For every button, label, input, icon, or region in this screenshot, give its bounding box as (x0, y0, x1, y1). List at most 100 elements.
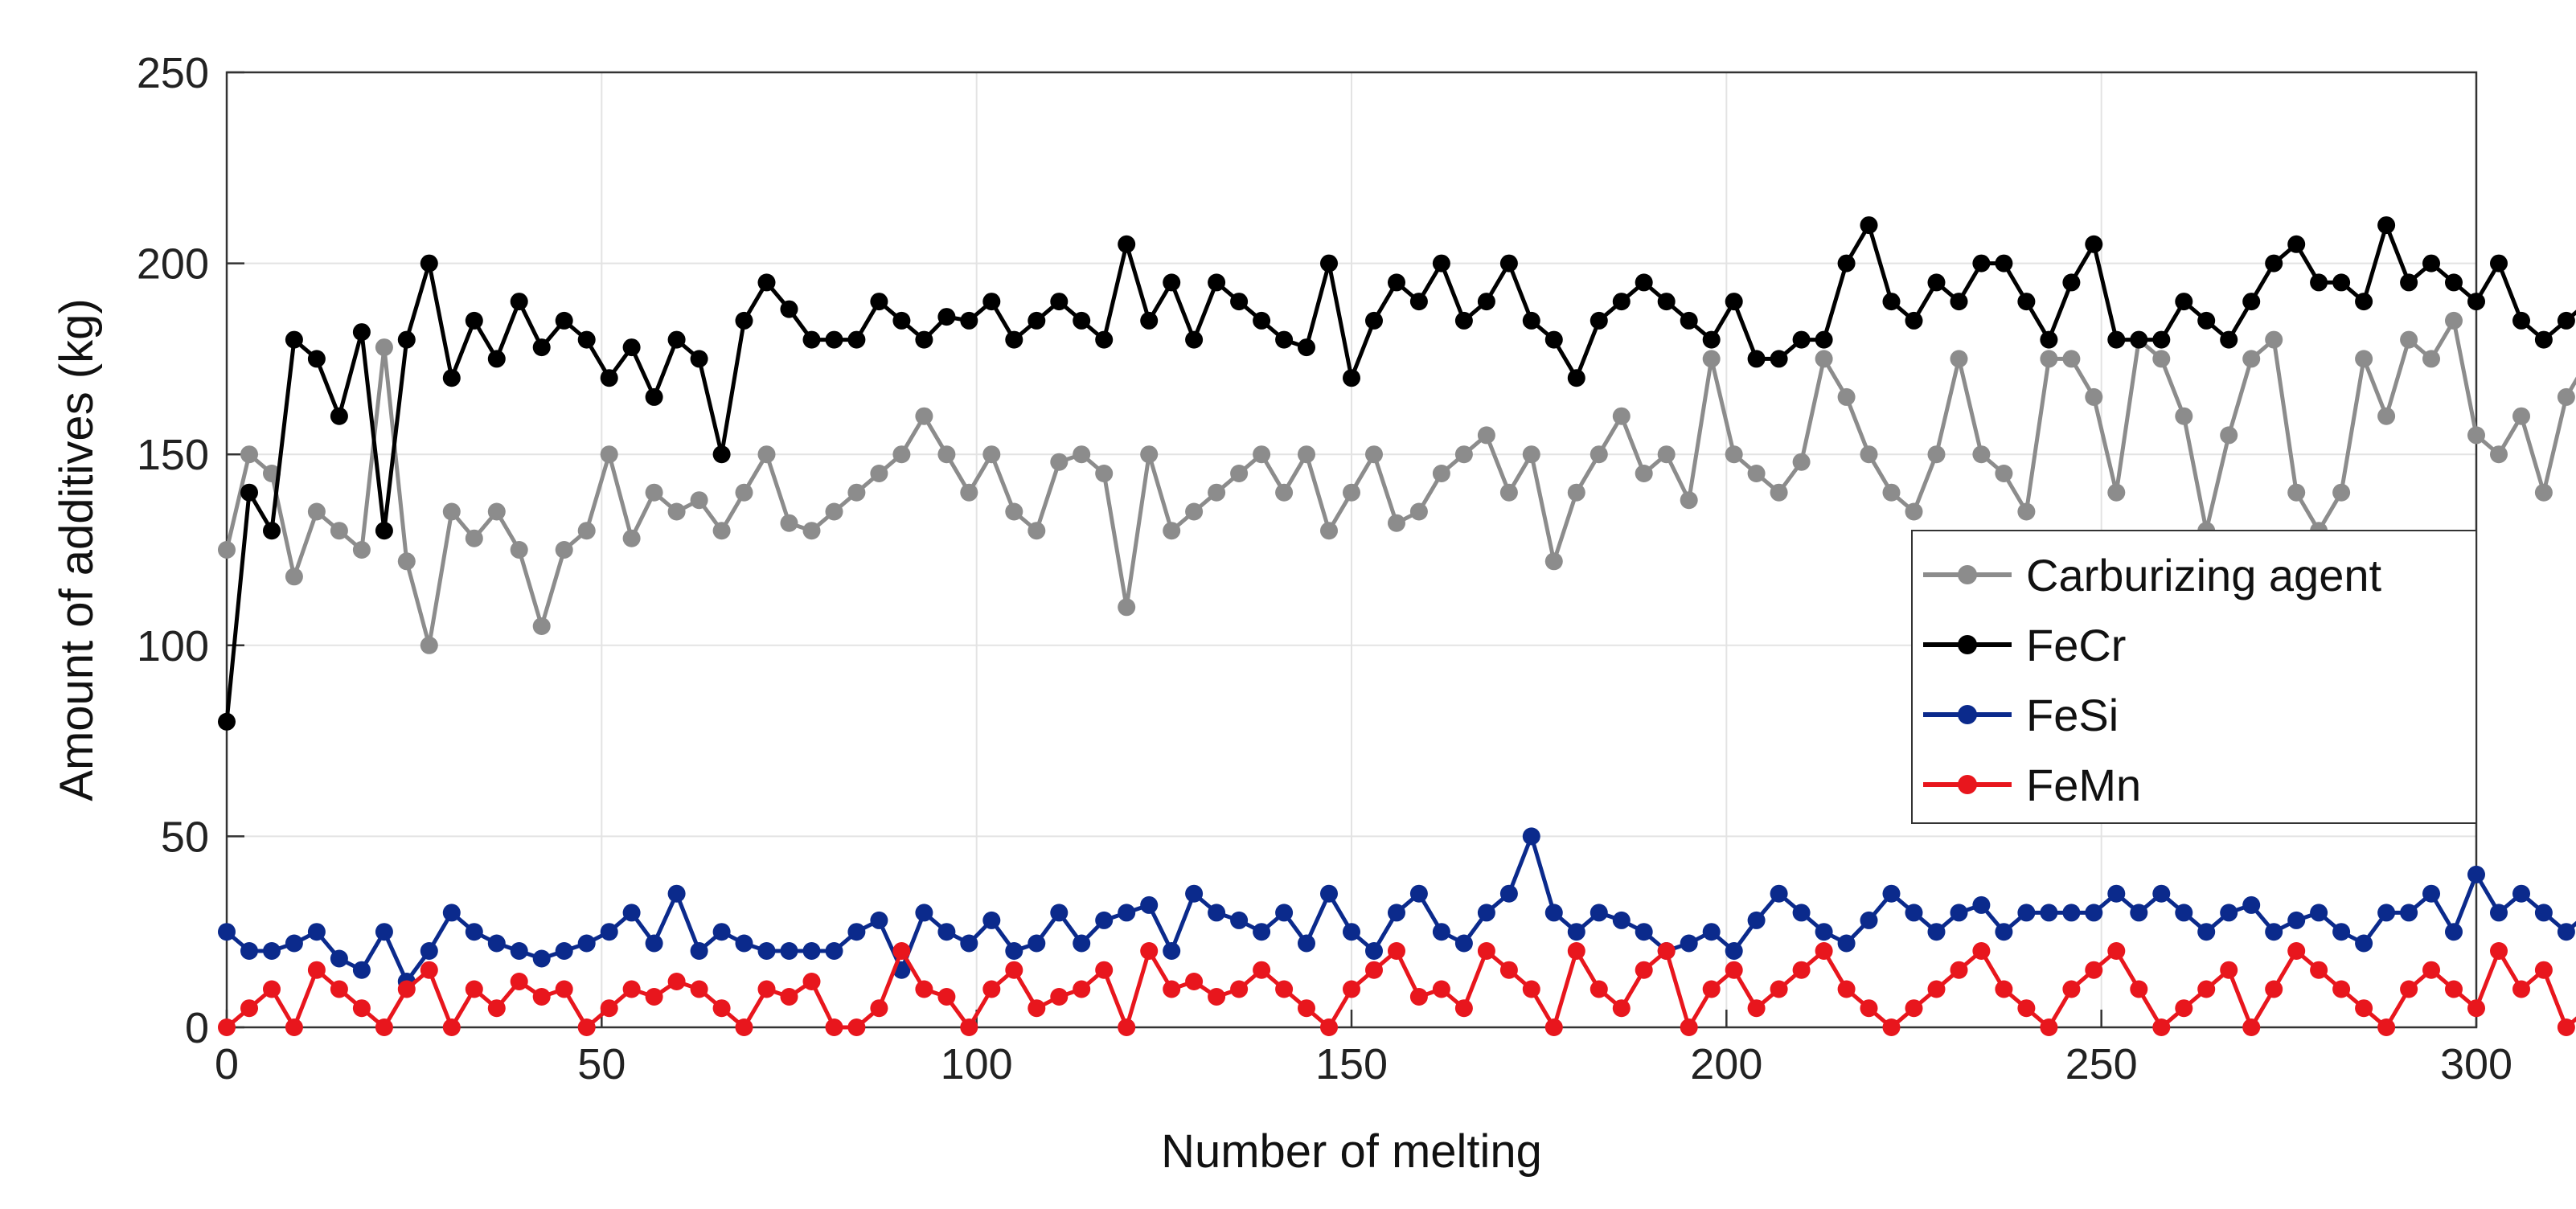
data-point-carburizing-agent (2242, 350, 2261, 368)
data-point-fesi (757, 942, 776, 960)
data-point-carburizing-agent (892, 445, 911, 464)
data-point-fecr (1792, 330, 1811, 349)
y-tick-label: 250 (137, 49, 209, 97)
data-point-fecr (2062, 273, 2081, 292)
data-point-carburizing-agent (1635, 465, 1653, 482)
data-point-fesi (465, 923, 483, 941)
data-point-carburizing-agent (420, 636, 438, 654)
data-point-fecr (2130, 330, 2148, 349)
data-point-fecr (555, 311, 573, 330)
data-point-femn (2445, 980, 2463, 998)
data-point-fesi (1118, 904, 1136, 922)
data-point-fecr (1320, 254, 1338, 273)
data-point-femn (442, 1018, 461, 1036)
legend: Carburizing agent FeCr FeSi FeMn (1911, 530, 2477, 824)
data-point-femn (1882, 1018, 1901, 1036)
y-tick-label: 0 (185, 1004, 209, 1052)
data-point-fesi (577, 934, 596, 953)
data-point-fecr (532, 338, 551, 357)
data-point-carburizing-agent (1837, 387, 1856, 406)
data-point-femn (757, 980, 776, 998)
series-carburizing-agent (218, 311, 2576, 654)
data-point-carburizing-agent (1680, 491, 1698, 510)
data-point-fecr (1522, 311, 1540, 330)
data-point-fesi (802, 942, 821, 960)
data-point-fesi (218, 923, 236, 941)
data-point-fesi (2310, 904, 2328, 922)
data-point-fesi (2152, 884, 2171, 903)
data-point-fesi (1612, 911, 1631, 929)
data-point-fesi (870, 911, 888, 929)
data-point-femn (780, 988, 798, 1006)
data-point-fesi (2040, 904, 2058, 922)
data-point-carburizing-agent (870, 465, 888, 482)
data-point-femn (2130, 980, 2148, 998)
data-point-carburizing-agent (1860, 445, 1878, 464)
data-point-carburizing-agent (1454, 445, 1473, 464)
data-point-carburizing-agent (577, 522, 596, 540)
data-point-carburizing-agent (2085, 387, 2103, 406)
data-point-fecr (2422, 254, 2440, 273)
data-point-carburizing-agent (1477, 426, 1495, 445)
data-point-carburizing-agent (1905, 502, 1923, 521)
data-point-femn (1657, 942, 1676, 960)
data-point-femn (1208, 988, 1226, 1006)
data-point-fesi (937, 923, 956, 941)
data-point-fesi (1499, 884, 1518, 903)
data-point-femn (960, 1018, 978, 1036)
data-point-fecr (1388, 273, 1405, 292)
data-point-carburizing-agent (1028, 522, 1046, 540)
data-point-femn (1095, 961, 1114, 979)
data-point-carburizing-agent (2400, 330, 2418, 349)
data-point-fecr (802, 330, 821, 349)
data-point-femn (622, 980, 641, 998)
data-point-fesi (2130, 904, 2148, 922)
data-point-carburizing-agent (915, 407, 933, 425)
data-point-fecr (712, 445, 731, 464)
data-point-femn (870, 999, 888, 1018)
data-point-carburizing-agent (375, 338, 393, 357)
data-point-carburizing-agent (1185, 502, 1204, 521)
data-point-fecr (2040, 330, 2058, 349)
data-point-fecr (1409, 293, 1428, 311)
data-point-carburizing-agent (2467, 426, 2485, 445)
x-tick-label: 300 (2440, 1040, 2512, 1088)
x-axis-title: Number of melting (1161, 1125, 1542, 1178)
data-point-femn (2062, 980, 2081, 998)
data-point-femn (2107, 942, 2126, 960)
data-point-carburizing-agent (2377, 407, 2396, 425)
y-tick-label: 150 (137, 431, 209, 479)
data-point-carburizing-agent (1567, 483, 1585, 502)
data-point-carburizing-agent (2175, 407, 2193, 425)
data-point-femn (1837, 980, 1856, 998)
data-point-femn (1163, 980, 1181, 998)
data-point-carburizing-agent (1163, 522, 1181, 540)
data-point-carburizing-agent (600, 445, 618, 464)
data-point-fecr (1005, 330, 1023, 349)
data-point-fesi (2220, 904, 2238, 922)
data-point-femn (645, 988, 663, 1006)
data-point-fesi (1792, 904, 1811, 922)
data-point-femn (825, 1018, 843, 1036)
legend-label-femn: FeMn (2026, 760, 2141, 810)
data-point-femn (2220, 961, 2238, 979)
data-point-fesi (1140, 895, 1159, 914)
data-point-fecr (1432, 254, 1450, 273)
data-point-fecr (1770, 350, 1788, 368)
data-point-carburizing-agent (532, 617, 551, 635)
data-point-femn (2490, 942, 2508, 960)
data-point-fecr (285, 330, 303, 349)
data-point-fesi (1073, 934, 1091, 953)
data-point-fesi (1725, 942, 1743, 960)
data-point-carburizing-agent (847, 483, 866, 502)
data-point-fecr (1275, 330, 1294, 349)
data-point-femn (1477, 942, 1495, 960)
data-point-fesi (2287, 911, 2306, 929)
data-point-carburizing-agent (2107, 483, 2126, 502)
data-point-fecr (442, 369, 461, 387)
data-point-fesi (1927, 923, 1946, 941)
data-point-fecr (1298, 338, 1315, 357)
data-point-femn (487, 999, 506, 1018)
data-point-femn (1927, 980, 1946, 998)
data-point-femn (1499, 961, 1518, 979)
